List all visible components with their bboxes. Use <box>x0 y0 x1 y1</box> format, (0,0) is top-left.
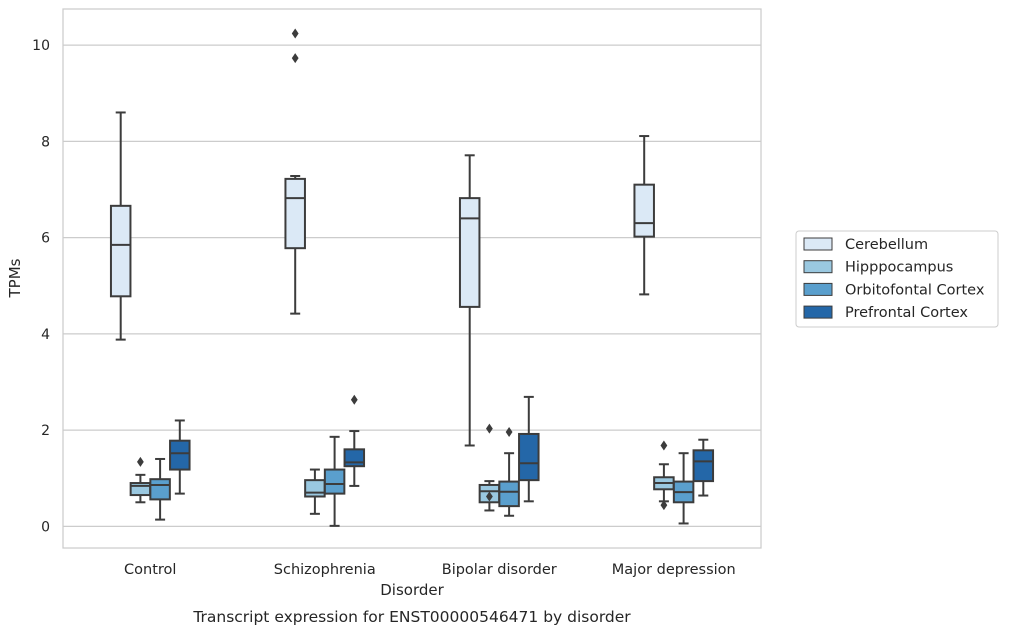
box <box>633 183 655 238</box>
box <box>343 448 366 468</box>
outlier-point <box>660 440 668 451</box>
box-group <box>458 154 481 447</box>
legend-swatch <box>803 260 833 274</box>
chart-caption: Transcript expression for ENST0000054647… <box>192 608 631 626</box>
box <box>304 479 326 498</box>
y-tick-label: 0 <box>41 519 50 535</box>
y-tick-label: 2 <box>41 423 50 439</box>
y-tick-label: 10 <box>32 38 50 54</box>
y-axis-label: TPMs <box>6 258 24 298</box>
x-axis-label: Disorder <box>380 581 444 599</box>
box-group <box>304 468 326 515</box>
series-group <box>129 423 675 515</box>
box-group <box>498 427 520 517</box>
legend-swatch <box>803 282 833 296</box>
box <box>458 197 481 308</box>
outlier-point <box>486 423 493 434</box>
outlier-point <box>291 28 299 39</box>
legend-label: Cerebellum <box>845 237 928 253</box>
outlier-point <box>350 394 358 405</box>
legend-swatch <box>803 237 833 251</box>
outlier-point <box>486 491 493 502</box>
box <box>692 449 715 483</box>
y-tick-label: 6 <box>41 231 50 247</box>
outlier-point <box>291 53 299 64</box>
outlier-point <box>137 456 144 467</box>
x-tick-label: Control <box>124 562 176 578</box>
box-group <box>129 456 152 504</box>
box <box>109 204 132 298</box>
box-group <box>653 440 675 511</box>
legend-swatch <box>803 305 833 319</box>
box <box>323 468 346 495</box>
legend-frame <box>795 230 999 328</box>
x-tick-label: Major depression <box>612 562 736 578</box>
box <box>284 177 306 250</box>
marks-layer <box>109 28 715 527</box>
box-group <box>633 135 655 296</box>
outlier-point <box>660 500 668 511</box>
plot-frame <box>62 8 762 549</box>
y-tick-labels: 0 2 4 6 8 10 <box>32 38 50 535</box>
box-group <box>518 395 540 503</box>
box-group <box>323 435 346 527</box>
x-tick-label: Bipolar disorder <box>442 562 557 578</box>
legend-label: Prefrontal Cortex <box>845 305 968 321</box>
series-group <box>149 427 695 527</box>
box-group <box>149 457 171 521</box>
series-group <box>109 28 655 447</box>
x-tick-label: Schizophrenia <box>274 562 376 578</box>
grid-layer <box>63 44 761 527</box>
box <box>498 480 520 508</box>
x-tick-labels: Control Schizophrenia Bipolar disorder Majo… <box>124 562 736 578</box>
box-group <box>343 394 366 487</box>
box <box>169 439 191 471</box>
box-group <box>169 419 191 495</box>
box-group <box>672 452 695 525</box>
legend: Cerebellum Hipppocampus Orbitofontal Corte… <box>795 230 999 328</box>
box <box>129 482 152 497</box>
y-tick-label: 4 <box>41 327 50 343</box>
box-group <box>478 423 501 512</box>
box-group <box>692 438 715 497</box>
outlier-point <box>505 427 513 438</box>
legend-label: Hipppocampus <box>845 260 953 276</box>
box <box>149 478 171 501</box>
box <box>518 432 540 482</box>
y-tick-label: 8 <box>41 134 50 150</box>
series-group <box>169 394 715 503</box>
box-group <box>109 111 132 341</box>
box-group <box>284 28 306 315</box>
legend-label: Orbitofontal Cortex <box>845 282 985 298</box>
